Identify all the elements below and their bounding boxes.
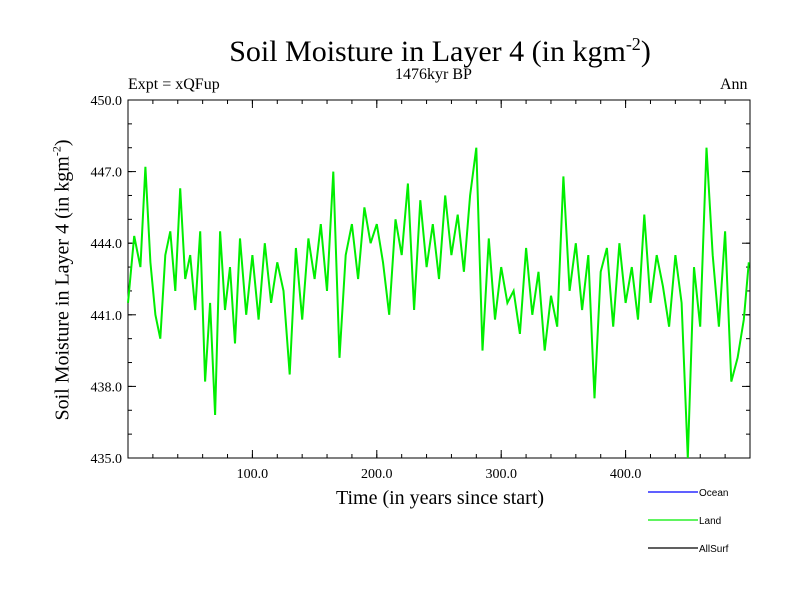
legend: Ocean Land AllSurf — [648, 488, 729, 555]
series-land-line — [127, 147, 750, 459]
x-tick-label: 200.0 — [361, 467, 393, 482]
legend-label-ocean: Ocean — [699, 488, 728, 499]
x-tick-label: 100.0 — [237, 467, 269, 482]
legend-label-allsurf: AllSurf — [699, 544, 729, 555]
legend-label-land: Land — [699, 516, 721, 527]
y-tick-label: 438.0 — [91, 380, 123, 395]
y-tick-label: 444.0 — [91, 237, 123, 252]
subtitle-experiment: Expt = xQFup — [128, 76, 220, 93]
subtitle-season: Ann — [720, 76, 748, 93]
subtitle-period: 1476kyr BP — [395, 66, 472, 83]
x-tick-label: 300.0 — [485, 467, 517, 482]
chart-title: Soil Moisture in Layer 4 (in kgm-2) — [229, 34, 651, 68]
y-tick-label: 435.0 — [91, 452, 123, 467]
x-tick-label: 400.0 — [610, 467, 642, 482]
axis-ticks: 435.0 438.0 441.0 444.0 447.0 450.0 100.0 200.0… — [91, 94, 750, 482]
plot-frame — [127, 99, 751, 459]
y-tick-label: 450.0 — [91, 94, 123, 109]
x-axis-label: Time (in years since start) — [335, 487, 545, 509]
y-tick-label: 441.0 — [91, 309, 123, 324]
y-tick-label: 447.0 — [91, 166, 123, 181]
